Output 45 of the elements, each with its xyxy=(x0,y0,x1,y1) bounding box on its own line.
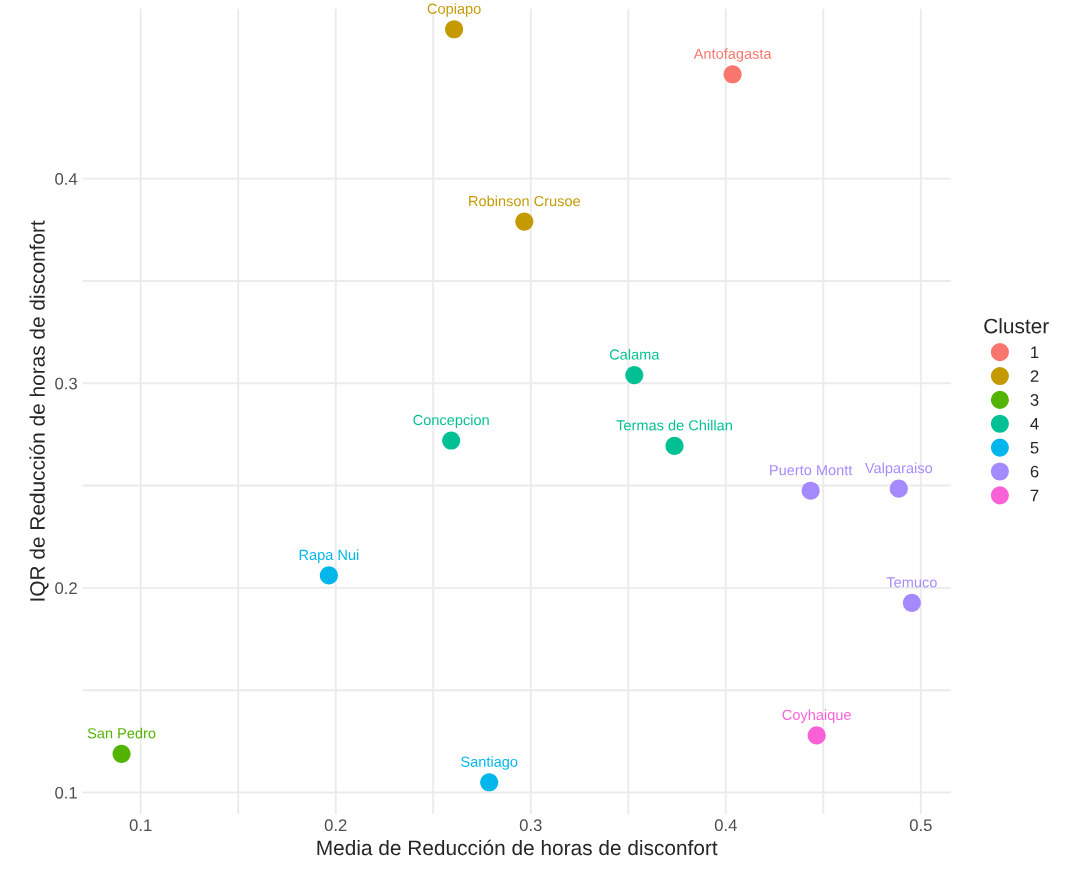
annotation: Termas de Chillan xyxy=(616,419,732,431)
x-tick-label: 0.2 xyxy=(324,819,347,832)
annotation: Copiapo xyxy=(427,3,481,17)
point xyxy=(889,479,908,498)
point xyxy=(445,20,464,39)
annotation: San Pedro xyxy=(87,727,156,739)
y-tick-label: 0.2 xyxy=(55,582,77,595)
legend-label: 5 xyxy=(1030,441,1039,454)
legend-label: 4 xyxy=(1030,418,1039,430)
legend-label: 1 xyxy=(1031,346,1039,358)
y-tick-label: 0.4 xyxy=(55,173,78,185)
point xyxy=(442,431,461,450)
x-tick-label: 0.5 xyxy=(909,819,932,832)
point xyxy=(625,366,644,385)
point xyxy=(723,65,742,84)
point xyxy=(515,212,534,231)
point xyxy=(112,744,131,763)
legend-label: 3 xyxy=(1030,394,1039,406)
annotation: Calama xyxy=(609,348,660,360)
annotation: Antofagasta xyxy=(693,48,772,62)
y-tick-label: 0.3 xyxy=(55,377,77,390)
y-axis-title: IQR de Reducción de horas de disconfort xyxy=(29,220,49,601)
point xyxy=(319,566,338,585)
x-axis-title: Media de Reducción de horas de disconfort xyxy=(317,839,718,856)
legend-label: 7 xyxy=(1030,489,1039,502)
legend-label: 6 xyxy=(1030,465,1039,478)
point xyxy=(665,436,684,455)
point xyxy=(480,773,499,792)
point xyxy=(902,593,921,612)
annotation: Rapa Nui xyxy=(299,549,359,563)
annotation: Coyhaique xyxy=(782,709,851,723)
legend-label: 2 xyxy=(1030,370,1039,382)
annotation: Concepcion xyxy=(413,414,489,429)
annotation: Puerto Montt xyxy=(770,465,853,476)
y-tick-label: 0.1 xyxy=(55,786,77,799)
annotation: Valparaiso xyxy=(864,462,933,477)
annotation: Temuco xyxy=(886,577,937,588)
x-tick-label: 0.1 xyxy=(129,819,152,832)
annotation: Santiago xyxy=(461,756,518,770)
legend-title: Cluster xyxy=(984,318,1049,334)
x-tick-label: 0.4 xyxy=(714,819,737,832)
point xyxy=(801,481,820,500)
point xyxy=(807,726,826,745)
annotation: Robinson Crusoe xyxy=(469,195,581,207)
x-tick-label: 0.3 xyxy=(519,819,542,832)
